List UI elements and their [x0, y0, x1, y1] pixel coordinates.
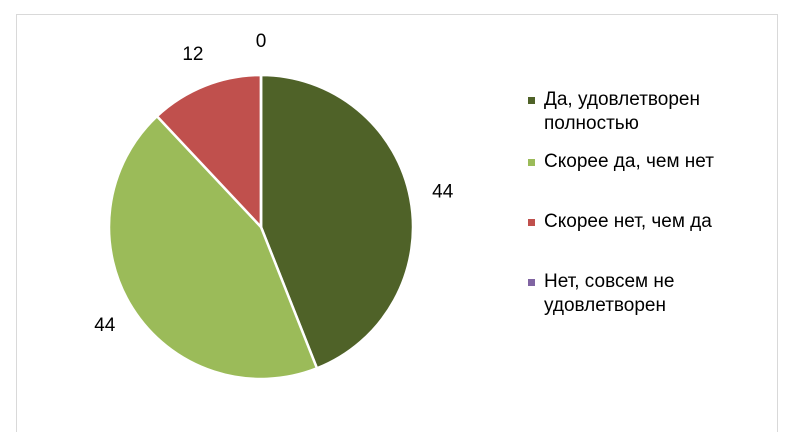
legend-item: Да, удовлетворен полностью	[528, 88, 778, 136]
legend: Да, удовлетворен полностью Скорее да, чем…	[528, 88, 778, 318]
data-label: 44	[432, 181, 454, 202]
pie-slice	[155, 73, 263, 231]
legend-label: Скорее нет, чем да	[544, 211, 712, 232]
pie-slice	[259, 73, 415, 370]
legend-swatch	[528, 219, 535, 226]
data-label: 0	[256, 31, 267, 52]
legend-swatch	[528, 97, 535, 104]
legend-item: Скорее да, чем нет	[528, 150, 778, 174]
pie-slice	[107, 114, 319, 381]
data-label: 44	[94, 315, 116, 336]
legend-label: Да, удовлетворен полностью	[544, 89, 700, 134]
legend-item: Скорее нет, чем да	[528, 210, 778, 234]
chart-frame	[16, 14, 778, 432]
legend-item: Нет, совсем не удовлетворен	[528, 270, 778, 318]
legend-swatch	[528, 159, 535, 166]
legend-label: Нет, совсем не удовлетворен	[544, 271, 675, 316]
legend-label: Скорее да, чем нет	[544, 151, 714, 172]
data-label: 12	[182, 44, 203, 65]
legend-swatch	[528, 279, 535, 286]
